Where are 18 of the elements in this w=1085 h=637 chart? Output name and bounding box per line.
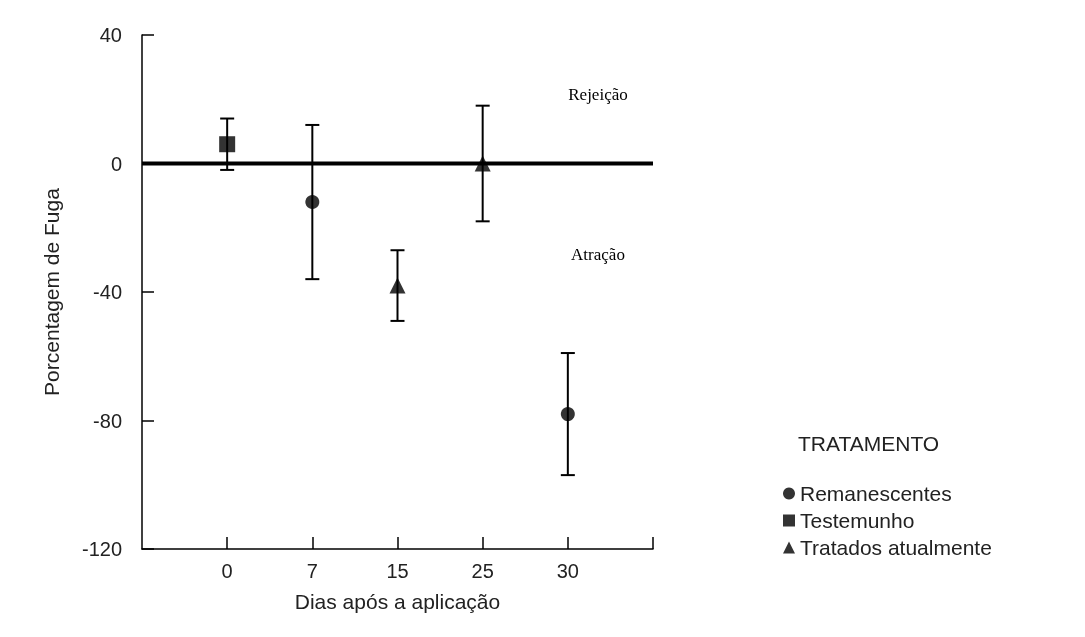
annotation: Rejeição [568, 84, 628, 104]
x-tick-label: 15 [386, 560, 409, 582]
legend-label: Remanescentes [800, 482, 952, 505]
x-tick-label: 7 [306, 560, 318, 582]
legend-title: TRATAMENTO [798, 432, 940, 455]
x-tick-label: 25 [471, 560, 494, 582]
y-axis-title: Porcentagem de Fuga [40, 187, 63, 396]
x-tick-label: 30 [556, 560, 579, 582]
x-tick-label: 0 [221, 560, 233, 582]
legend-label: Testemunho [800, 509, 915, 532]
y-tick-label: 0 [110, 152, 122, 175]
legend-label: Tratados atualmente [800, 536, 992, 559]
y-tick-label: -120 [81, 538, 122, 560]
y-tick-label: -40 [93, 281, 122, 303]
y-tick-label: -80 [93, 409, 122, 432]
y-tick-label: 40 [99, 24, 122, 46]
annotation: Atração [571, 244, 625, 264]
x-axis-title: Dias após a aplicação [294, 590, 501, 613]
